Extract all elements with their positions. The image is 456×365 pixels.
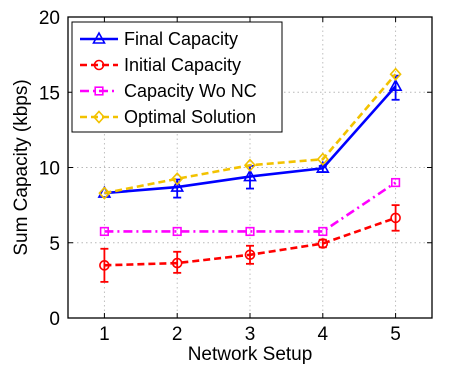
legend: Final Capacity Initial Capacity Capacity W… bbox=[72, 22, 282, 132]
x-tick-label: 2 bbox=[172, 324, 183, 345]
y-tick-label: 10 bbox=[39, 159, 60, 180]
x-tick-label: 3 bbox=[245, 324, 256, 345]
x-tick-label: 4 bbox=[318, 324, 329, 345]
y-tick-label: 20 bbox=[39, 8, 60, 29]
y-tick-label: 0 bbox=[49, 309, 60, 330]
legend-label: Final Capacity bbox=[124, 29, 238, 49]
legend-label: Initial Capacity bbox=[124, 55, 241, 75]
y-tick-label: 15 bbox=[39, 83, 60, 104]
x-tick-label: 1 bbox=[99, 324, 110, 345]
x-axis-title: Network Setup bbox=[188, 344, 313, 365]
legend-label: Capacity Wo NC bbox=[124, 81, 257, 101]
y-axis-title: Sum Capacity (kbps) bbox=[11, 79, 32, 255]
x-tick-label: 5 bbox=[390, 324, 401, 345]
y-tick-label: 5 bbox=[49, 234, 60, 255]
legend-label: Optimal Solution bbox=[124, 107, 256, 127]
